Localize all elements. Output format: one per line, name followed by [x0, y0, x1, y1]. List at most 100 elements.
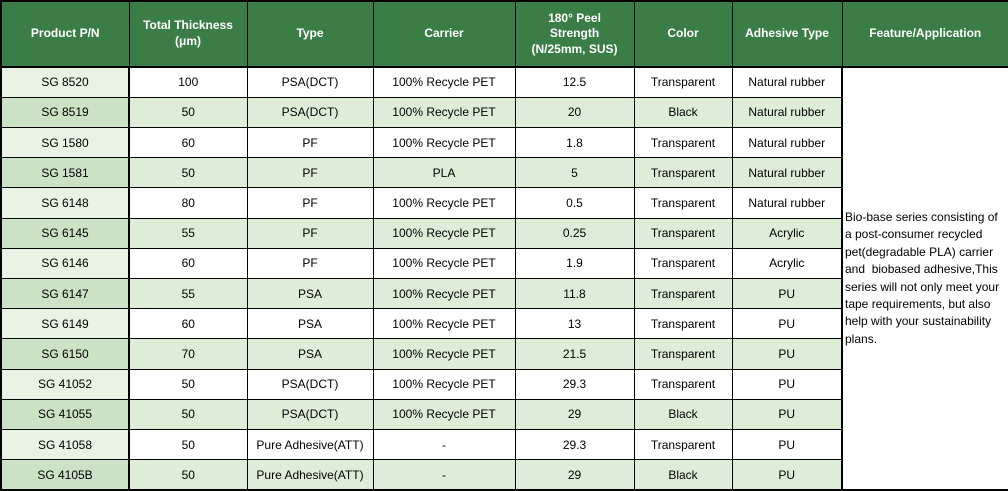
cell-peel-strength: 12.5: [514, 66, 635, 98]
cell-type: PSA(DCT): [246, 66, 374, 98]
cell-carrier: -: [372, 428, 516, 461]
cell-carrier: 100% Recycle PET: [372, 368, 516, 400]
cell-type: PSA(DCT): [246, 368, 374, 400]
cell-total-thickness: 60: [128, 247, 248, 279]
cell-adhesive-type: PU: [731, 338, 843, 370]
cell-total-thickness: 60: [128, 308, 248, 340]
cell-type: Pure Adhesive(ATT): [246, 428, 374, 461]
cell-carrier: 100% Recycle PET: [372, 277, 516, 310]
table-row: SG 1581 50 PF PLA 5 Transparent Natural …: [0, 157, 1008, 189]
cell-peel-strength: 21.5: [514, 338, 635, 370]
cell-type: PSA: [246, 277, 374, 310]
cell-peel-strength: 11.8: [514, 277, 635, 310]
cell-product-pn: SG 6145: [0, 217, 130, 249]
cell-type: PSA: [246, 338, 374, 370]
cell-adhesive-type: PU: [731, 398, 843, 430]
table-row: SG 6146 60 PF 100% Recycle PET 1.9 Trans…: [0, 247, 1008, 279]
table-row: SG 41058 50 Pure Adhesive(ATT) - 29.3 Tr…: [0, 428, 1008, 461]
cell-total-thickness: 50: [128, 459, 248, 491]
cell-product-pn: SG 41058: [0, 428, 130, 461]
cell-color: Transparent: [633, 368, 733, 400]
cell-product-pn: SG 8519: [0, 96, 130, 128]
cell-color: Transparent: [633, 338, 733, 370]
cell-total-thickness: 80: [128, 187, 248, 219]
cell-total-thickness: 55: [128, 277, 248, 310]
cell-peel-strength: 0.25: [514, 217, 635, 249]
cell-color: Black: [633, 459, 733, 491]
cell-peel-strength: 1.8: [514, 126, 635, 159]
cell-color: Transparent: [633, 217, 733, 249]
table-row: SG 1580 60 PF 100% Recycle PET 1.8 Trans…: [0, 126, 1008, 159]
cell-adhesive-type: Acrylic: [731, 217, 843, 249]
cell-carrier: PLA: [372, 157, 516, 189]
cell-adhesive-type: PU: [731, 277, 843, 310]
column-header-carrier: Carrier: [372, 0, 516, 68]
table-row: SG 8519 50 PSA(DCT) 100% Recycle PET 20 …: [0, 96, 1008, 128]
table-row: SG 6149 60 PSA 100% Recycle PET 13 Trans…: [0, 308, 1008, 340]
cell-color: Transparent: [633, 66, 733, 98]
cell-adhesive-type: Natural rubber: [731, 157, 843, 189]
table-header: Product P/N Total Thickness (μm) Type Ca…: [0, 0, 1008, 68]
cell-adhesive-type: Natural rubber: [731, 126, 843, 159]
cell-peel-strength: 29: [514, 398, 635, 430]
cell-color: Black: [633, 96, 733, 128]
cell-peel-strength: 29.3: [514, 428, 635, 461]
cell-adhesive-type: Acrylic: [731, 247, 843, 279]
cell-peel-strength: 29.3: [514, 368, 635, 400]
table-row: SG 4105B 50 Pure Adhesive(ATT) - 29 Blac…: [0, 459, 1008, 491]
cell-type: PF: [246, 217, 374, 249]
column-header-feature: Feature/Application: [841, 0, 1008, 68]
cell-type: PSA: [246, 308, 374, 340]
column-header-total-thickness: Total Thickness (μm): [128, 0, 248, 68]
cell-color: Transparent: [633, 126, 733, 159]
cell-peel-strength: 20: [514, 96, 635, 128]
cell-color: Transparent: [633, 308, 733, 340]
cell-total-thickness: 50: [128, 428, 248, 461]
column-header-adhesive-type: Adhesive Type: [731, 0, 843, 68]
table-row: SG 8520 100 PSA(DCT) 100% Recycle PET 12…: [0, 66, 1008, 491]
cell-product-pn: SG 41055: [0, 398, 130, 430]
column-header-type: Type: [246, 0, 374, 68]
cell-carrier: -: [372, 459, 516, 491]
table-body: SG 8520 100 PSA(DCT) 100% Recycle PET 12…: [0, 66, 1008, 491]
column-header-product-pn: Product P/N: [0, 0, 130, 68]
cell-adhesive-type: Natural rubber: [731, 66, 843, 98]
cell-color: Transparent: [633, 157, 733, 189]
cell-adhesive-type: Natural rubber: [731, 187, 843, 219]
cell-peel-strength: 0.5: [514, 187, 635, 219]
cell-total-thickness: 70: [128, 338, 248, 370]
cell-color: Black: [633, 398, 733, 430]
table-row: SG 6150 70 PSA 100% Recycle PET 21.5 Tra…: [0, 338, 1008, 370]
table-row: SG 41052 50 PSA(DCT) 100% Recycle PET 29…: [0, 368, 1008, 400]
table-row: SG 6145 55 PF 100% Recycle PET 0.25 Tran…: [0, 217, 1008, 249]
cell-product-pn: SG 6146: [0, 247, 130, 279]
cell-carrier: 100% Recycle PET: [372, 308, 516, 340]
cell-total-thickness: 50: [128, 368, 248, 400]
cell-total-thickness: 60: [128, 126, 248, 159]
cell-carrier: 100% Recycle PET: [372, 96, 516, 128]
cell-carrier: 100% Recycle PET: [372, 398, 516, 430]
column-header-color: Color: [633, 0, 733, 68]
cell-color: Transparent: [633, 187, 733, 219]
cell-color: Transparent: [633, 277, 733, 310]
cell-product-pn: SG 1580: [0, 126, 130, 159]
cell-product-pn: SG 1581: [0, 157, 130, 189]
cell-adhesive-type: PU: [731, 368, 843, 400]
table-row: SG 6147 55 PSA 100% Recycle PET 11.8 Tra…: [0, 277, 1008, 310]
cell-type: PSA(DCT): [246, 96, 374, 128]
cell-peel-strength: 13: [514, 308, 635, 340]
cell-total-thickness: 50: [128, 398, 248, 430]
cell-carrier: 100% Recycle PET: [372, 338, 516, 370]
cell-total-thickness: 100: [128, 66, 248, 98]
cell-product-pn: SG 6149: [0, 308, 130, 340]
cell-carrier: 100% Recycle PET: [372, 187, 516, 219]
cell-adhesive-type: PU: [731, 308, 843, 340]
cell-total-thickness: 50: [128, 157, 248, 189]
cell-carrier: 100% Recycle PET: [372, 217, 516, 249]
table-row: SG 6148 80 PF 100% Recycle PET 0.5 Trans…: [0, 187, 1008, 219]
feature-application-text: Bio-base series consisting of a post-con…: [845, 209, 1003, 346]
cell-adhesive-type: PU: [731, 459, 843, 491]
header-row: Product P/N Total Thickness (μm) Type Ca…: [0, 0, 1008, 68]
cell-color: Transparent: [633, 247, 733, 279]
cell-type: PF: [246, 247, 374, 279]
